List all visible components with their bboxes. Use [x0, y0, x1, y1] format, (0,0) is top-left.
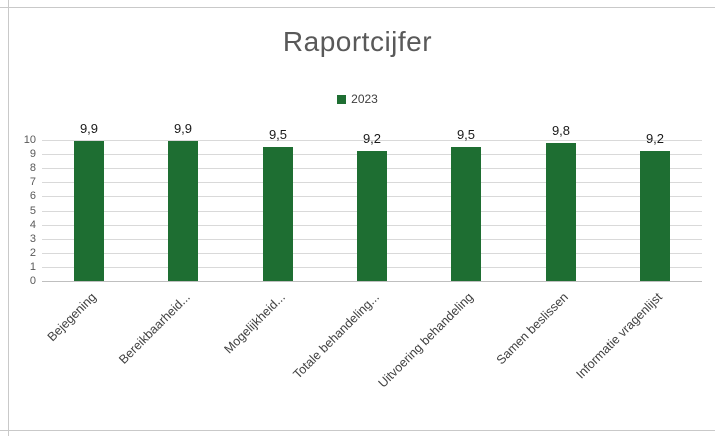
- bar-value-label: 9,9: [173, 121, 193, 136]
- y-axis-tick-label: 0: [29, 275, 36, 287]
- y-axis-tick-label: 1: [29, 261, 36, 273]
- bar: [168, 141, 198, 281]
- bar: [451, 147, 481, 281]
- bar: [546, 143, 576, 281]
- bar: [263, 147, 293, 281]
- legend-swatch-icon: [337, 94, 347, 104]
- bar-value-label: 9,5: [268, 127, 288, 142]
- legend-label: 2023: [351, 92, 378, 106]
- y-axis-tick-label: 8: [29, 162, 36, 174]
- y-axis-tick-label: 4: [29, 219, 36, 231]
- y-axis-tick-label: 10: [23, 134, 36, 146]
- bar-value-label: 9,2: [362, 131, 382, 146]
- worksheet-gridline-top: [0, 7, 715, 8]
- bar: [74, 141, 104, 281]
- bar-value-label: 9,8: [551, 123, 571, 138]
- worksheet-gridline-bottom: [0, 430, 715, 431]
- y-axis-tick-label: 9: [29, 148, 36, 160]
- chart-title: Raportcijfer: [282, 26, 433, 57]
- y-axis-tick-label: 5: [29, 205, 36, 217]
- x-axis-line: [42, 281, 702, 282]
- bar-value-label: 9,5: [456, 127, 476, 142]
- y-axis-tick-label: 3: [29, 233, 36, 245]
- y-axis-tick-label: 2: [29, 247, 36, 259]
- bar: [357, 151, 387, 281]
- legend: 2023: [0, 92, 715, 106]
- worksheet-gridline-left: [8, 0, 9, 436]
- bar: [640, 151, 670, 281]
- y-axis-tick-label: 7: [29, 176, 36, 188]
- bar-value-label: 9,9: [79, 121, 99, 136]
- gridline: [42, 140, 702, 141]
- y-axis-tick-label: 6: [29, 190, 36, 202]
- bar-value-label: 9,2: [645, 131, 665, 146]
